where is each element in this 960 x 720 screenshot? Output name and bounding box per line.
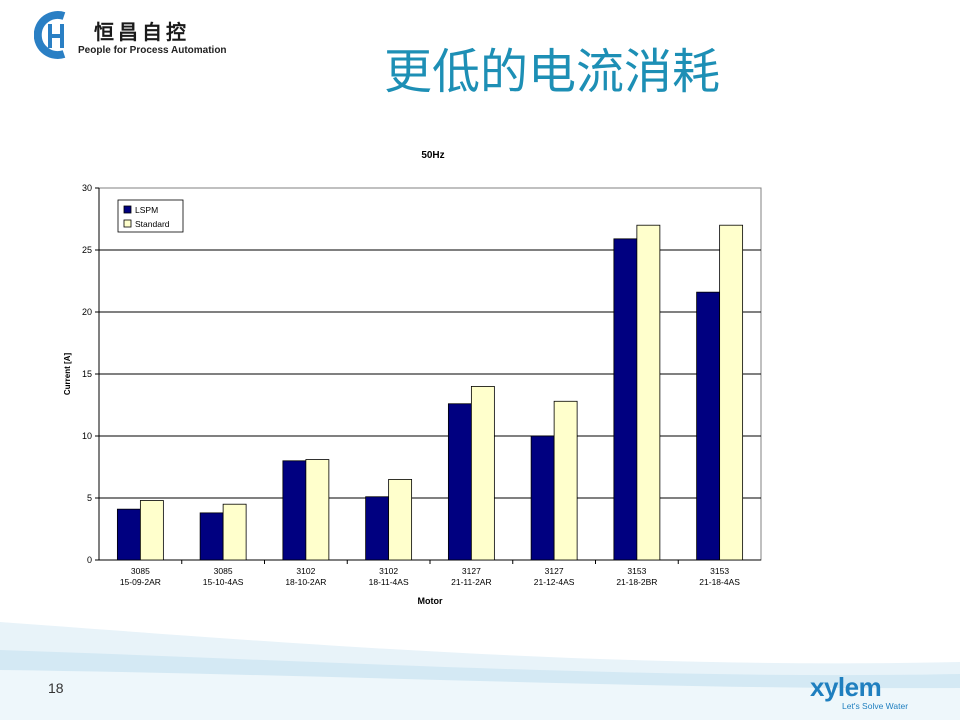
y-tick-label: 10 xyxy=(82,431,92,441)
x-tick-label-model: 3127 xyxy=(545,566,564,576)
y-tick-label: 25 xyxy=(82,245,92,255)
y-axis-title: Current [A] xyxy=(63,353,72,396)
x-tick-label-model: 3153 xyxy=(627,566,646,576)
y-tick-label: 15 xyxy=(82,369,92,379)
x-tick-label-variant: 15-09-2AR xyxy=(120,577,161,587)
bar-lspm xyxy=(613,238,638,561)
xylem-brand: xylem xyxy=(810,672,882,702)
bar-standard xyxy=(636,224,661,561)
legend-swatch-lspm xyxy=(123,205,132,214)
x-tick-label-variant: 21-12-4AS xyxy=(534,577,575,587)
footer-wave xyxy=(0,622,960,720)
x-tick-label-variant: 21-18-2BR xyxy=(616,577,657,587)
bar-lspm xyxy=(282,460,307,561)
xylem-logo: xylem Let's Solve Water xyxy=(806,672,926,716)
y-tick-label: 30 xyxy=(82,183,92,193)
logo-tagline: People for Process Automation xyxy=(78,45,227,56)
x-tick-label-variant: 21-18-4AS xyxy=(699,577,740,587)
x-tick-label-model: 3085 xyxy=(214,566,233,576)
x-tick-label-variant: 18-11-4AS xyxy=(369,577,409,587)
x-axis-title: Motor xyxy=(418,596,443,606)
bar-standard xyxy=(388,478,413,561)
y-tick-label: 0 xyxy=(87,555,92,565)
x-tick-label-variant: 18-10-2AR xyxy=(285,577,326,587)
x-tick-label-model: 3102 xyxy=(379,566,398,576)
legend-swatch-standard xyxy=(123,219,132,228)
page-number: 18 xyxy=(48,680,64,696)
slide-title: 更低的电流消耗 xyxy=(384,44,721,100)
legend-label-standard: Standard xyxy=(135,219,170,229)
x-tick-label-model: 3153 xyxy=(710,566,729,576)
bar-standard xyxy=(222,503,247,561)
x-tick-label-variant: 21-11-2AR xyxy=(451,577,491,587)
bar-standard xyxy=(470,385,495,561)
bar-standard xyxy=(139,500,164,561)
bar-lspm xyxy=(365,496,390,561)
y-tick-label: 5 xyxy=(87,493,92,503)
x-tick-label-model: 3127 xyxy=(462,566,481,576)
xylem-tagline: Let's Solve Water xyxy=(842,701,909,711)
bar-standard xyxy=(719,224,744,561)
x-tick-label-model: 3085 xyxy=(131,566,150,576)
legend-label-lspm: LSPM xyxy=(135,205,158,215)
y-tick-label: 20 xyxy=(82,307,92,317)
bar-lspm xyxy=(696,291,721,561)
company-logo: 恒昌自控 People for Process Automation xyxy=(34,10,254,62)
bar-lspm xyxy=(447,403,472,561)
x-tick-label-model: 3102 xyxy=(296,566,315,576)
bar-lspm xyxy=(199,512,224,561)
chart-title: 50Hz xyxy=(421,150,444,161)
x-tick-label-variant: 15-10-4AS xyxy=(203,577,244,587)
bar-lspm xyxy=(116,508,141,561)
bar-lspm xyxy=(530,435,555,561)
bar-standard xyxy=(553,400,578,561)
logo-chinese-name: 恒昌自控 xyxy=(94,20,190,44)
hengchang-logo-icon xyxy=(34,11,66,59)
bar-standard xyxy=(305,459,330,561)
